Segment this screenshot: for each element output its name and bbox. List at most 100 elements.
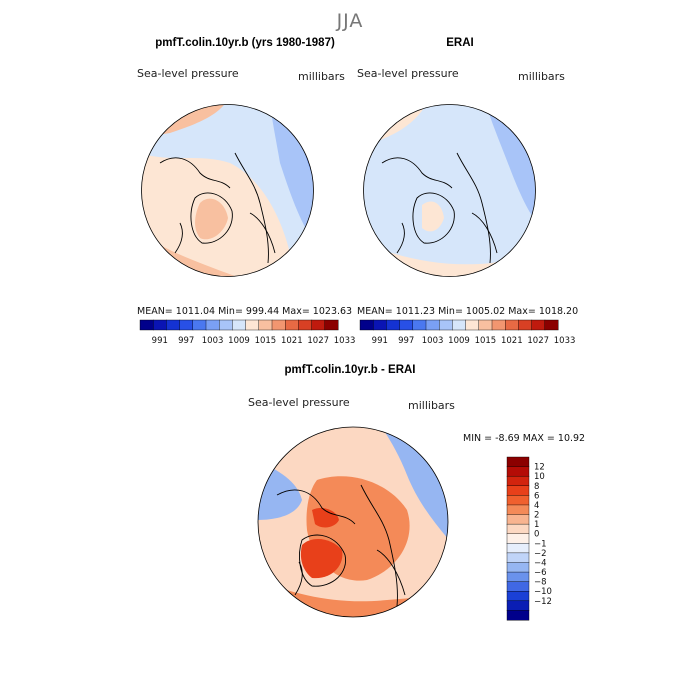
colorbar-erai-label-6: 1027 <box>527 336 549 346</box>
panel-2-title: ERAI <box>446 37 474 49</box>
colorbar-difference-swatch-10 <box>506 552 530 563</box>
panel-3-stats: MIN = -8.69 MAX = 10.92 <box>463 433 586 444</box>
colorbar-model-swatch-14 <box>324 319 339 331</box>
colorbar-model-swatch-8 <box>245 319 260 331</box>
colorbar-erai-swatch-2 <box>386 319 401 331</box>
season-title: JJA <box>336 10 364 32</box>
panel-2-stats: MEAN= 1011.23 Min= 1005.02 Max= 1018.20 <box>357 306 579 317</box>
colorbar-model-label-6: 1027 <box>307 336 329 346</box>
colorbar-difference-label-0: 12 <box>534 463 545 473</box>
panel-3-variable: Sea-level pressure <box>248 396 350 409</box>
colorbar-difference-swatch-0 <box>506 456 530 468</box>
colorbar-model-label-1: 997 <box>178 336 194 346</box>
colorbar-difference-swatch-12 <box>506 571 530 583</box>
map-3-strong-greenland <box>300 538 343 579</box>
map-3-strong-north <box>312 508 339 528</box>
colorbar-erai-label-0: 991 <box>372 336 388 346</box>
colorbar-model: 991 997 1003 1009 1015 1021 1027 1033 <box>139 319 355 346</box>
colorbar-erai-label-1: 997 <box>398 336 414 346</box>
colorbar-erai-label-2: 1003 <box>422 336 444 346</box>
colorbar-model-swatch-7 <box>232 319 247 331</box>
colorbar-model-label-0: 991 <box>152 336 168 346</box>
colorbar-model-swatch-1 <box>152 319 167 331</box>
colorbar-difference-swatch-6 <box>506 514 530 525</box>
map-1-greenland-anomaly <box>195 198 228 240</box>
map-erai-slp <box>363 104 536 277</box>
map-2-field-base <box>363 104 536 277</box>
map-1-high-region <box>141 153 314 277</box>
colorbar-model-label-5: 1021 <box>281 336 303 346</box>
panel-1-stats: MEAN= 1011.04 Min= 999.44 Max= 1023.63 <box>137 306 353 317</box>
colorbar-erai-swatch-6 <box>438 319 453 331</box>
colorbar-erai-swatch-8 <box>465 319 480 331</box>
map-2-high-region <box>363 243 536 277</box>
colorbar-erai-swatch-4 <box>412 319 427 331</box>
colorbar-model-swatch-6 <box>218 319 233 331</box>
colorbar-difference-swatch-1 <box>506 466 530 477</box>
colorbar-erai-label-4: 1015 <box>475 336 497 346</box>
colorbar-difference-swatch-2 <box>506 475 530 487</box>
colorbar-difference-swatch-14 <box>506 591 530 602</box>
colorbar-difference-label-9: −2 <box>534 549 547 559</box>
colorbar-model-swatch-10 <box>271 319 286 331</box>
colorbar-difference-swatch-11 <box>506 562 530 573</box>
colorbar-erai-swatch-5 <box>425 319 440 331</box>
colorbar-model-label-3: 1009 <box>228 336 250 346</box>
colorbar-difference-label-5: 2 <box>534 511 539 521</box>
colorbar-erai-swatch-14 <box>544 319 559 331</box>
colorbar-difference-label-4: 4 <box>534 501 539 511</box>
panel-1-units: millibars <box>298 70 345 83</box>
colorbar-difference-label-3: 6 <box>534 491 539 501</box>
colorbar-difference-label-7: 0 <box>534 530 539 540</box>
colorbar-difference-swatch-16 <box>506 610 530 621</box>
colorbar-difference-swatch-15 <box>506 600 530 611</box>
colorbar-erai-swatch-13 <box>531 319 546 331</box>
map-3-coastlines <box>276 484 406 607</box>
colorbar-erai-swatch-11 <box>504 319 519 331</box>
colorbar-erai-swatch-9 <box>478 319 493 331</box>
map-difference-slp <box>257 426 449 618</box>
colorbar-erai-swatch-3 <box>399 319 414 331</box>
colorbar-difference-swatch-5 <box>506 504 530 516</box>
colorbar-difference-label-6: 1 <box>534 520 539 530</box>
colorbar-erai-label-3: 1009 <box>448 336 470 346</box>
colorbar-difference-label-11: −6 <box>534 568 547 578</box>
colorbar-erai-swatch-0 <box>359 319 374 331</box>
colorbar-difference-swatch-8 <box>506 533 530 544</box>
colorbar-model-swatch-4 <box>192 319 207 331</box>
colorbar-difference-swatch-9 <box>506 543 530 554</box>
panel-2-units: millibars <box>518 70 565 83</box>
colorbar-difference-swatch-4 <box>506 495 530 506</box>
colorbar-difference-label-14: −12 <box>534 597 552 607</box>
panel-1-title: pmfT.colin.10yr.b (yrs 1980-1987) <box>155 37 335 49</box>
colorbar-model-swatch-9 <box>258 319 273 331</box>
colorbar-erai-swatch-10 <box>491 319 506 331</box>
panel-3-units: millibars <box>408 399 455 412</box>
colorbar-difference-swatch-13 <box>506 581 530 592</box>
colorbar-erai-label-7: 1033 <box>554 336 576 346</box>
colorbar-model-swatch-12 <box>298 319 313 331</box>
map-2-coastlines <box>381 152 498 264</box>
colorbar-difference-swatch-7 <box>506 523 530 535</box>
colorbar-model-swatch-5 <box>205 319 220 331</box>
colorbar-erai: 991 997 1003 1009 1015 1021 1027 1033 <box>359 319 575 346</box>
colorbar-erai-swatch-12 <box>518 319 533 331</box>
colorbar-difference-label-10: −4 <box>534 559 547 569</box>
colorbar-difference-label-12: −8 <box>534 578 547 588</box>
colorbar-model-swatch-0 <box>139 319 154 331</box>
map-1-coastlines <box>159 152 276 264</box>
panel-1-variable: Sea-level pressure <box>137 67 239 80</box>
colorbar-model-label-2: 1003 <box>202 336 224 346</box>
colorbar-model-label-7: 1033 <box>334 336 356 346</box>
colorbar-model-swatch-3 <box>179 319 194 331</box>
colorbar-model-swatch-11 <box>284 319 299 331</box>
colorbar-difference-label-13: −10 <box>534 587 552 597</box>
colorbar-difference-label-8: −1 <box>534 539 547 549</box>
map-2-greenland-anomaly <box>422 201 444 232</box>
panel-3-title: pmfT.colin.10yr.b - ERAI <box>284 364 416 376</box>
colorbar-difference-label-2: 8 <box>534 482 539 492</box>
map-model-slp <box>141 104 314 277</box>
colorbar-model-swatch-2 <box>166 319 181 331</box>
panel-2-variable: Sea-level pressure <box>357 67 459 80</box>
